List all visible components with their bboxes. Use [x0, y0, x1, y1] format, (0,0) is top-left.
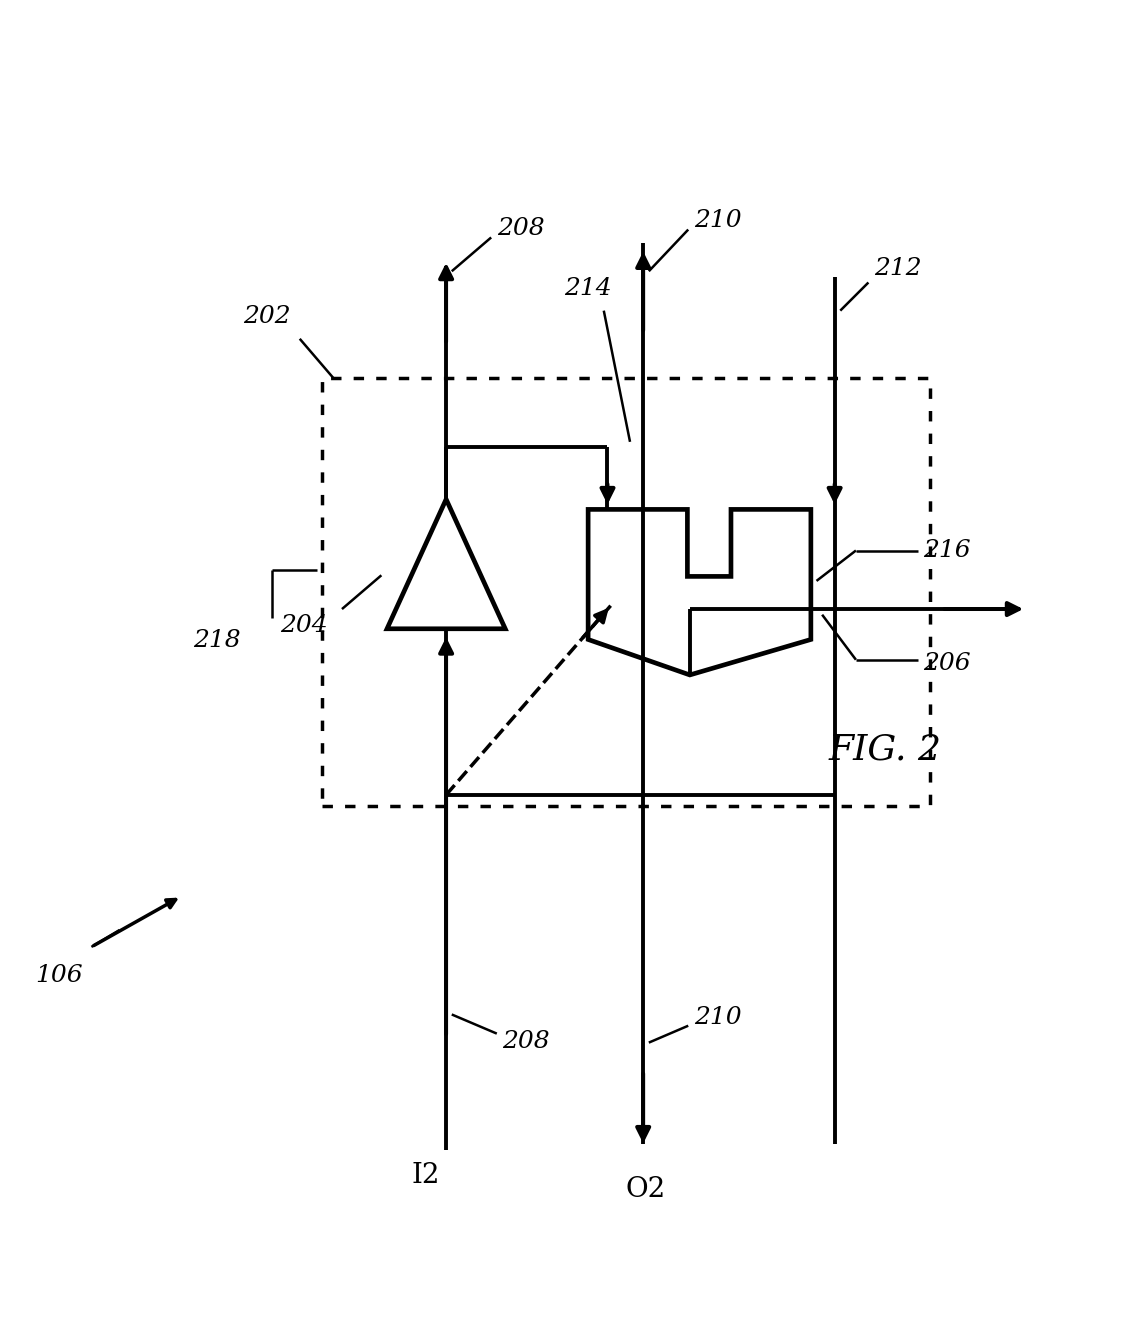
Text: 210: 210 [694, 1006, 741, 1029]
Bar [323, 378, 930, 807]
Text: 208: 208 [503, 1031, 551, 1053]
Text: 210: 210 [694, 209, 741, 232]
Text: O2: O2 [626, 1176, 666, 1202]
Text: I2: I2 [412, 1162, 440, 1189]
Text: 212: 212 [874, 258, 921, 280]
Text: 218: 218 [193, 629, 241, 652]
Polygon shape [588, 510, 811, 675]
Text: 214: 214 [564, 276, 612, 299]
Text: 216: 216 [923, 539, 971, 562]
Text: 106: 106 [35, 964, 83, 986]
Polygon shape [386, 499, 505, 629]
Text: 208: 208 [497, 217, 545, 240]
Text: FIG. 2: FIG. 2 [829, 733, 942, 766]
Text: 204: 204 [280, 615, 327, 637]
Text: 202: 202 [244, 305, 291, 327]
Text: 206: 206 [923, 652, 971, 675]
